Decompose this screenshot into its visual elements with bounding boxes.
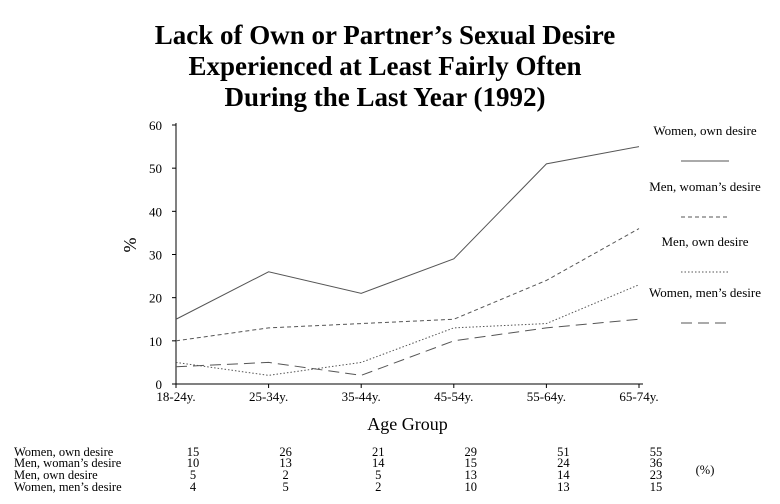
- legend-label: Men, own desire: [661, 234, 748, 249]
- y-tick-label: 50: [149, 161, 162, 176]
- table-cell: 15: [650, 480, 663, 494]
- x-tick-label: 35-44y.: [342, 389, 381, 404]
- table-cell: 51: [557, 445, 570, 459]
- table-cell: 14: [372, 456, 385, 470]
- table-cell: 21: [372, 445, 385, 459]
- legend: Women, own desire Men, woman’s desire Men,…: [649, 123, 761, 324]
- x-tick-label: 65-74y.: [619, 389, 658, 404]
- table-row-label: Men, own desire: [14, 468, 98, 482]
- table-unit: (%): [696, 463, 715, 477]
- table-cell: 2: [375, 480, 381, 494]
- y-tick-label: 40: [149, 204, 162, 219]
- legend-label: Women, men’s desire: [649, 285, 761, 300]
- series-line-2: [175, 228, 640, 342]
- table-cell: 14: [557, 468, 570, 482]
- series-lines: [175, 146, 640, 376]
- table-cell: 26: [279, 445, 292, 459]
- axes: [172, 123, 643, 388]
- series-line-3: [175, 284, 640, 376]
- table-row-label: Women, own desire: [14, 445, 114, 459]
- x-axis-label: Age Group: [367, 414, 447, 434]
- table-cell: 15: [187, 445, 200, 459]
- table-cell: 13: [465, 468, 478, 482]
- chart-title: Lack of Own or Partner’s Sexual DesireEx…: [155, 20, 615, 112]
- title-line-1: Lack of Own or Partner’s Sexual Desire: [155, 20, 615, 50]
- table-cell: 5: [282, 480, 288, 494]
- legend-label: Women, own desire: [653, 123, 757, 138]
- table-cell: 10: [465, 480, 478, 494]
- table-row-label: Women, men’s desire: [14, 480, 122, 494]
- y-tick-label: 30: [149, 248, 162, 263]
- table-cell: 55: [650, 445, 663, 459]
- y-tick-label: 60: [149, 118, 162, 133]
- y-tick-label: 20: [149, 291, 162, 306]
- table-cell: 2: [282, 468, 288, 482]
- y-axis-label: %: [120, 238, 140, 253]
- table-cell: 5: [375, 468, 381, 482]
- table-cell: 29: [465, 445, 478, 459]
- table-cell: 13: [279, 456, 292, 470]
- table-cell: 4: [190, 480, 197, 494]
- title-line-2: Experienced at Least Fairly Often: [189, 51, 582, 81]
- table-cell: 5: [190, 468, 196, 482]
- table-cell: 15: [465, 456, 478, 470]
- title-line-3: During the Last Year (1992): [225, 82, 546, 112]
- legend-label: Men, woman’s desire: [649, 179, 761, 194]
- y-tick-label: 10: [149, 334, 162, 349]
- series-line-4: [175, 318, 640, 376]
- x-tick-labels: 18-24y. 25-34y. 35-44y. 45-54y. 55-64y. 65-74…: [156, 389, 658, 434]
- table-cell: 10: [187, 456, 200, 470]
- table-cell: 13: [557, 480, 570, 494]
- y-tick-labels: 0 10 20 30 40 50 60%: [120, 118, 162, 392]
- x-tick-label: 55-64y.: [527, 389, 566, 404]
- y-tick-label: 0: [156, 377, 163, 392]
- x-tick-label: 45-54y.: [434, 389, 473, 404]
- table-cell: 36: [650, 456, 663, 470]
- table-row-label: Men, woman’s desire: [14, 456, 122, 470]
- series-line-1: [175, 146, 640, 320]
- table-cell: 24: [557, 456, 570, 470]
- table-cell: 23: [650, 468, 663, 482]
- x-tick-label: 25-34y.: [249, 389, 288, 404]
- x-tick-label: 18-24y.: [156, 389, 195, 404]
